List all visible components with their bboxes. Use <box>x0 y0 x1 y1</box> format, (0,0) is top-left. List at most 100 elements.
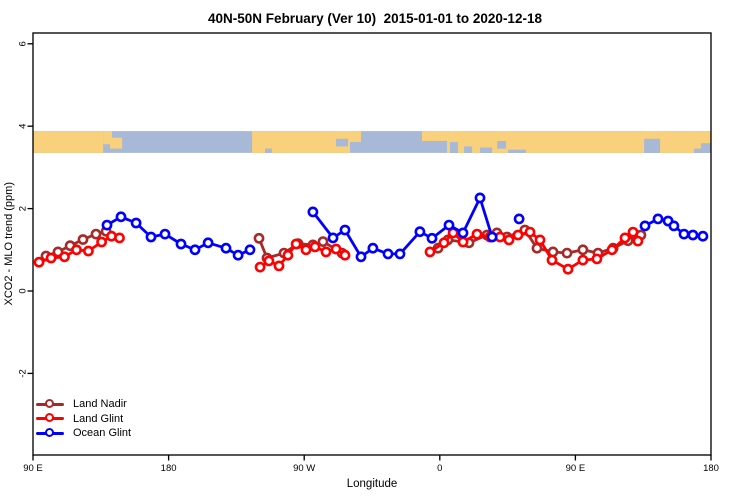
map-ocean-patch <box>336 138 349 147</box>
x-axis-label: Longitude <box>346 478 398 490</box>
data-point <box>524 226 536 238</box>
data-point <box>290 238 302 250</box>
series-ocean-glint <box>101 192 709 263</box>
legend: Land Nadir Land Glint Ocean Glint <box>36 397 131 441</box>
legend-item-land-nadir: Land Nadir <box>36 397 131 412</box>
data-point <box>577 254 589 266</box>
data-point <box>457 227 469 239</box>
data-point <box>639 220 651 232</box>
data-point <box>512 229 524 241</box>
data-point <box>114 232 125 244</box>
data-point <box>562 263 574 275</box>
y-tick-label: 0 <box>17 288 28 293</box>
data-point <box>606 244 618 256</box>
data-point <box>145 231 157 243</box>
data-point <box>263 255 275 267</box>
data-point <box>678 228 690 240</box>
legend-label: Ocean Glint <box>73 427 132 440</box>
data-point <box>320 246 332 258</box>
map-ocean-patch <box>464 146 473 153</box>
data-point <box>339 224 351 236</box>
data-point <box>253 232 265 244</box>
map-band <box>33 131 711 153</box>
x-tick-label: 0 <box>437 463 442 474</box>
data-point <box>307 206 319 218</box>
data-point <box>90 228 102 240</box>
data-point <box>503 234 515 246</box>
data-point <box>159 228 171 240</box>
y-axis: -2 0 2 4 6 <box>17 41 33 378</box>
data-point <box>619 232 631 244</box>
legend-item-ocean-glint: Ocean Glint <box>36 426 131 441</box>
data-point <box>309 241 321 253</box>
data-point <box>273 260 285 272</box>
legend-item-land-glint: Land Glint <box>36 412 131 427</box>
data-point <box>457 236 469 248</box>
data-point <box>101 219 113 231</box>
data-point <box>668 220 680 232</box>
data-point <box>83 245 94 257</box>
legend-label: Land Glint <box>73 412 124 425</box>
data-point <box>96 236 107 248</box>
data-point <box>697 230 709 242</box>
map-land <box>422 131 447 141</box>
x-tick-label: 180 <box>703 463 719 474</box>
y-tick-label: 2 <box>17 206 28 211</box>
data-point <box>45 252 57 264</box>
data-point <box>300 244 312 256</box>
data-point <box>687 229 699 241</box>
data-point <box>327 232 339 244</box>
x-axis: 90 E 180 90 W 0 90 E 180 <box>23 455 719 474</box>
data-point <box>189 244 201 256</box>
map-land <box>350 131 361 142</box>
data-point <box>394 248 406 260</box>
data-point <box>220 242 232 254</box>
map-land <box>110 137 123 149</box>
x-tick-label: 90 E <box>23 463 43 474</box>
data-point <box>591 253 603 265</box>
map-ocean-patch <box>700 143 711 153</box>
y-tick-label: 6 <box>17 41 28 46</box>
x-tick-label: 180 <box>161 463 177 474</box>
x-tick-label: 90 E <box>566 463 586 474</box>
map-land <box>103 131 112 145</box>
map-ocean-patch <box>694 148 702 153</box>
map-ocean-patch <box>450 142 458 153</box>
data-point <box>546 254 558 266</box>
data-point <box>244 244 256 256</box>
data-point <box>317 236 329 247</box>
x-tick-label: 90 W <box>293 463 315 474</box>
land-glint-marker-icon <box>36 413 64 424</box>
data-point <box>33 256 45 268</box>
data-point <box>627 226 639 238</box>
data-point <box>130 217 142 229</box>
chart-title: 40N-50N February (Ver 10) 2015-01-01 to … <box>208 11 542 26</box>
data-point <box>534 234 546 246</box>
data-point <box>486 231 498 243</box>
data-point <box>474 192 486 204</box>
map-ocean-patch <box>265 148 272 153</box>
map-ocean-patch <box>644 138 661 153</box>
data-point <box>632 235 644 247</box>
data-point <box>382 248 394 260</box>
ocean-glint-marker-icon <box>36 427 64 439</box>
data-point <box>71 244 82 256</box>
series-land-glint <box>33 226 644 275</box>
data-point <box>330 243 342 255</box>
legend-label: Land Nadir <box>73 398 127 411</box>
data-point <box>426 232 438 244</box>
data-point <box>513 213 525 225</box>
data-point <box>59 251 70 263</box>
data-point <box>443 219 455 231</box>
data-point <box>577 244 589 256</box>
data-point <box>561 247 573 259</box>
data-point <box>367 242 379 254</box>
data-point <box>339 249 351 261</box>
plot-box <box>32 32 712 456</box>
map-land <box>252 131 350 153</box>
y-tick-label: -2 <box>17 369 28 377</box>
data-point <box>652 213 664 225</box>
data-point <box>115 211 127 223</box>
